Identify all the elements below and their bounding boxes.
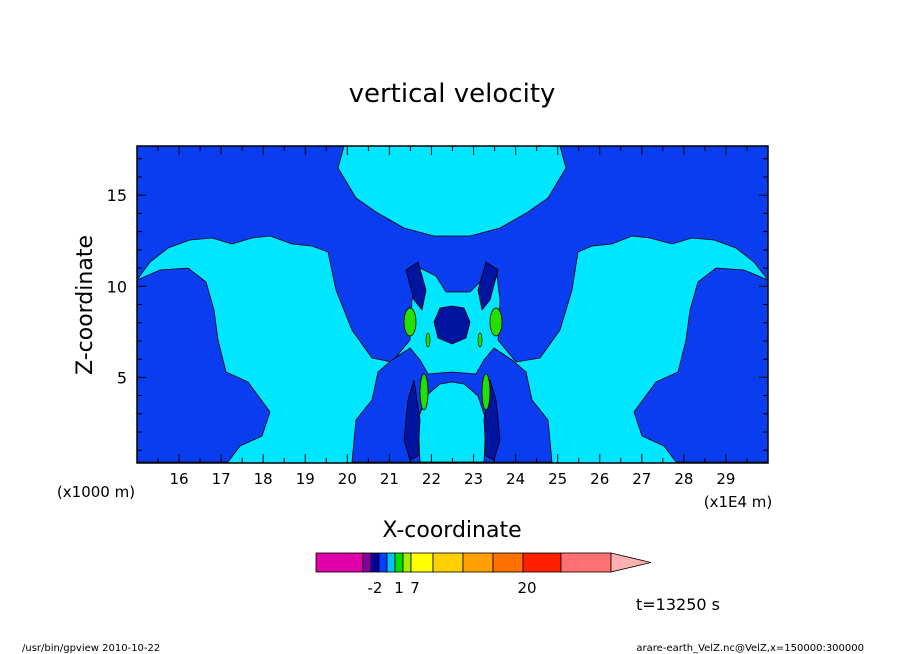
x-tick-label: 22 [422, 470, 441, 488]
colorbar-segment [492, 552, 524, 573]
colorbar-segment [315, 552, 364, 573]
x-tick-label: 27 [632, 470, 651, 488]
x-tick-label: 23 [464, 470, 483, 488]
colorbar-segment [370, 552, 380, 573]
time-label: t=13250 s [636, 595, 720, 614]
plot-area [137, 146, 768, 463]
y-axis-label: Z-coordinate [73, 235, 98, 375]
colorbar [315, 552, 652, 573]
colorbar-segment [462, 552, 494, 573]
green-spot-right-mid [477, 332, 483, 348]
colorbar-segment [432, 552, 464, 573]
blue-region-right-lower [633, 267, 768, 463]
footer-left: /usr/bin/gpview 2010-10-22 [22, 643, 160, 654]
x-tick-label: 20 [338, 470, 357, 488]
x-tick-label: 28 [674, 470, 693, 488]
green-spot-left-mid [425, 332, 431, 348]
colorbar-segment [410, 552, 434, 573]
y-tick-label: 5 [117, 368, 127, 387]
x-tick-label: 21 [380, 470, 399, 488]
x-tick-label: 17 [212, 470, 231, 488]
deep-blue-streak-right-upper [477, 261, 499, 311]
colorbar-segment [394, 552, 404, 573]
green-spot-right-upper [489, 307, 503, 337]
colorbar-labels: -2 1 7 20 [368, 579, 537, 597]
y-tick-label: 15 [107, 186, 127, 205]
blue-region-left-lower [137, 267, 271, 463]
colorbar-segment [386, 552, 396, 573]
x-unit-right: (x1E4 m) [704, 493, 773, 511]
colorbar-segment [378, 552, 388, 573]
green-spot-right-lower [481, 373, 491, 411]
green-spot-left-upper [403, 307, 417, 337]
x-tick-label: 16 [170, 470, 189, 488]
colorbar-label: -2 [368, 579, 383, 597]
colorbar-label: 1 [394, 579, 404, 597]
footer-right: arare-earth_VelZ.nc@VelZ,x=150000:300000 [636, 643, 864, 654]
colorbar-label: 7 [410, 579, 420, 597]
deep-blue-core [433, 305, 471, 345]
colorbar-segment [522, 552, 562, 573]
x-tick-label: 24 [506, 470, 525, 488]
chart-title: vertical velocity [349, 79, 556, 109]
x-axis-label: X-coordinate [382, 518, 521, 543]
x-unit-left: (x1000 m) [57, 483, 135, 501]
colorbar-arrow [610, 552, 652, 573]
colorbar-segment [402, 552, 412, 573]
colorbar-segment [362, 552, 372, 573]
x-tick-label: 18 [254, 470, 273, 488]
deep-blue-streak-left-upper [405, 261, 427, 311]
x-tick-label: 19 [296, 470, 315, 488]
x-tick-label: 26 [590, 470, 609, 488]
x-tick-label: 29 [716, 470, 735, 488]
y-axis-ticks: 5 10 15 [107, 158, 768, 451]
green-spot-left-lower [419, 373, 429, 411]
blue-region-main [137, 146, 768, 363]
colorbar-segment [560, 552, 612, 573]
x-tick-label: 25 [548, 470, 567, 488]
colorbar-label: 20 [517, 579, 536, 597]
y-tick-label: 10 [107, 277, 127, 296]
x-axis-ticks: 16 17 18 19 20 21 22 23 24 25 26 27 28 29 [136, 146, 769, 488]
